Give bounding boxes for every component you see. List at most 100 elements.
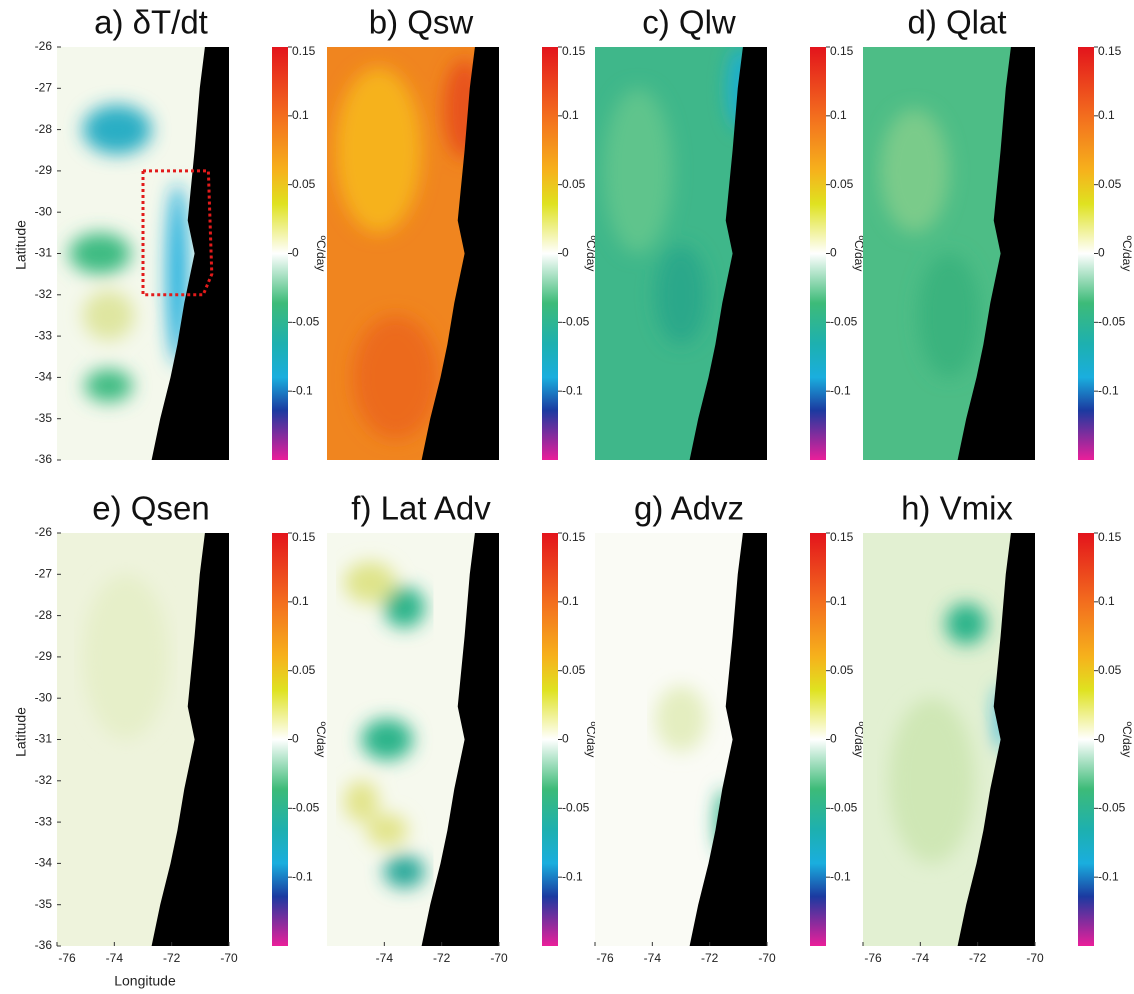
- field-blob: [880, 108, 949, 233]
- colorbar-tick-label: 0.05: [292, 177, 316, 191]
- field-blob: [82, 290, 135, 341]
- field-blob: [361, 718, 414, 761]
- x-tick-label: -72: [433, 951, 451, 965]
- y-tick-label: -26: [35, 525, 53, 539]
- colorbar-label: ºC/day: [1120, 722, 1134, 758]
- colorbar-tick-label: -0.05: [292, 315, 320, 329]
- map: [863, 47, 1035, 460]
- land: [151, 533, 229, 946]
- x-tick-label: -76: [596, 951, 614, 965]
- panel-title: a) δT/dt: [94, 4, 208, 41]
- colorbar-label: ºC/day: [314, 236, 328, 272]
- map: [57, 533, 229, 946]
- colorbar-tick-label: -0.05: [1098, 801, 1126, 815]
- colorbar-tick-label: -0.05: [562, 801, 590, 815]
- panel: d) Qlat 0.15 0.1 0.05 0 -0.05 -0.1 ºC/day: [863, 4, 1134, 460]
- colorbar-label: ºC/day: [584, 236, 598, 272]
- x-tick-label: -74: [376, 951, 394, 965]
- colorbar-tick-label: -0.1: [830, 383, 851, 397]
- field-blob: [344, 780, 379, 823]
- map: [327, 533, 499, 946]
- y-tick-label: -30: [35, 204, 53, 218]
- y-tick-label: -33: [35, 328, 53, 342]
- y-tick-label: -29: [35, 163, 53, 177]
- x-tick-label: -76: [58, 951, 76, 965]
- y-tick-label: -31: [35, 246, 53, 260]
- field-blob: [918, 253, 980, 378]
- colorbar-tick-label: 0.1: [562, 108, 579, 122]
- x-axis-label: Longitude: [114, 973, 176, 989]
- y-tick-label: -35: [35, 411, 53, 425]
- y-tick-label: -28: [35, 122, 53, 136]
- field-blob: [945, 603, 987, 645]
- map: [327, 47, 499, 460]
- y-tick-label: -34: [35, 370, 53, 384]
- colorbar-tick-label: 0.1: [292, 108, 309, 122]
- field-pattern: [344, 561, 426, 889]
- y-tick-label: -32: [35, 773, 53, 787]
- panel: f) Lat Adv 0.15 0.1 0.05 0 -0.05 -0.1 ºC/day -74…: [327, 490, 598, 965]
- colorbar-tick-label: 0.1: [292, 594, 309, 608]
- y-tick-label: -36: [35, 938, 53, 952]
- field-blob: [888, 698, 975, 864]
- colorbar-tick-label: 0.15: [1098, 44, 1122, 58]
- colorbar-tick-label: 0: [562, 732, 569, 746]
- x-tick-label: -72: [163, 951, 181, 965]
- colorbar: [272, 47, 288, 460]
- colorbar: [542, 533, 558, 946]
- x-tick-label: -70: [758, 951, 776, 965]
- y-tick-label: -27: [35, 566, 53, 580]
- colorbar: [1078, 47, 1094, 460]
- y-tick-label: -31: [35, 732, 53, 746]
- y-tick-label: -33: [35, 814, 53, 828]
- colorbar-tick-label: -0.05: [830, 801, 858, 815]
- x-tick-label: -74: [106, 951, 124, 965]
- field-blob: [84, 369, 133, 403]
- colorbar-label: ºC/day: [314, 722, 328, 758]
- y-tick-label: -29: [35, 649, 53, 663]
- y-axis-label: Latitude: [13, 707, 29, 757]
- y-tick-label: -28: [35, 608, 53, 622]
- x-tick-label: -74: [912, 951, 930, 965]
- colorbar-tick-label: 0.05: [292, 663, 316, 677]
- panel: g) Advz 0.15 0.1 0.05 0 -0.05 -0.1 ºC/day -76 -74…: [594, 490, 866, 965]
- colorbar-tick-label: 0.05: [830, 663, 854, 677]
- field-blob: [82, 104, 152, 155]
- y-tick-label: -30: [35, 690, 53, 704]
- colorbar: [542, 47, 558, 460]
- field-blob: [335, 67, 422, 233]
- y-tick-label: -26: [35, 39, 53, 53]
- colorbar-tick-label: 0: [1098, 732, 1105, 746]
- field-blob: [82, 574, 169, 740]
- land: [421, 533, 499, 946]
- panel-title: b) Qsw: [369, 4, 474, 41]
- panel-title: h) Vmix: [901, 490, 1013, 527]
- colorbar-tick-label: 0.05: [562, 663, 586, 677]
- colorbar-tick-label: 0.15: [292, 44, 316, 58]
- land: [151, 47, 229, 460]
- y-tick-label: -32: [35, 287, 53, 301]
- region-box: [141, 169, 214, 297]
- colorbar-label: ºC/day: [852, 722, 866, 758]
- panel-title: e) Qsen: [92, 490, 209, 527]
- colorbar-tick-label: 0.05: [830, 177, 854, 191]
- colorbar: [272, 533, 288, 946]
- x-tick-label: -70: [1026, 951, 1044, 965]
- colorbar-tick-label: 0.15: [292, 530, 316, 544]
- field-blob: [366, 813, 408, 847]
- colorbar-tick-label: -0.1: [562, 869, 583, 883]
- panel-title: d) Qlat: [907, 4, 1006, 41]
- colorbar-tick-label: 0.1: [830, 108, 847, 122]
- colorbar-label: ºC/day: [852, 236, 866, 272]
- x-tick-label: -74: [644, 951, 662, 965]
- land: [689, 47, 767, 460]
- colorbar-tick-label: 0.15: [830, 530, 854, 544]
- panel-title: f) Lat Adv: [351, 490, 491, 527]
- colorbar-tick-label: 0.05: [1098, 663, 1122, 677]
- y-tick-label: -27: [35, 80, 53, 94]
- colorbar-tick-label: -0.1: [292, 383, 313, 397]
- x-tick-label: -76: [864, 951, 882, 965]
- colorbar-tick-label: 0.1: [1098, 108, 1115, 122]
- y-tick-label: -35: [35, 897, 53, 911]
